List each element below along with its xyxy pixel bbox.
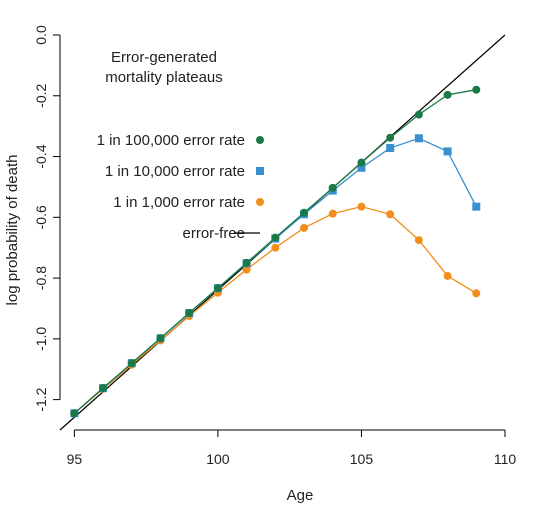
y-ticks: 0.0 -0.2 -0.4 -0.6 -0.8 -1.0 -1.2 xyxy=(33,25,60,412)
x-axis-title: Age xyxy=(287,487,314,504)
data-point-circle xyxy=(127,359,136,368)
y-tick-label: -0.8 xyxy=(33,266,49,290)
data-point-circle xyxy=(357,158,366,167)
legend-label: 1 in 1,000 error rate xyxy=(113,194,245,211)
data-point-circle xyxy=(99,384,108,393)
legend-label: 1 in 100,000 error rate xyxy=(97,132,245,149)
chart-title-line-2: mortality plateaus xyxy=(105,69,223,86)
data-point-square xyxy=(357,163,366,172)
legend: 1 in 100,000 error rate 1 in 10,000 error… xyxy=(97,132,264,242)
data-point-circle xyxy=(386,210,395,219)
y-tick-label: -1.0 xyxy=(33,327,49,351)
y-tick-label: -0.4 xyxy=(33,144,49,168)
data-point-circle xyxy=(271,233,280,242)
data-point-circle xyxy=(70,409,79,418)
data-point-circle xyxy=(472,85,481,94)
data-point-circle xyxy=(472,289,481,298)
data-point-circle xyxy=(328,209,337,218)
plot-area xyxy=(59,34,506,431)
data-point-circle xyxy=(328,183,337,192)
data-point-circle xyxy=(185,309,194,318)
x-tick-label: 105 xyxy=(350,451,374,467)
x-tick-label: 95 xyxy=(67,451,83,467)
data-point-circle xyxy=(414,110,423,119)
legend-label: 1 in 10,000 error rate xyxy=(105,163,245,180)
data-point-square xyxy=(472,202,481,211)
legend-square-symbol xyxy=(256,167,264,175)
data-point-circle xyxy=(386,133,395,142)
y-tick-label: 0.0 xyxy=(33,25,49,45)
legend-circle-symbol xyxy=(256,136,264,144)
y-tick-label: -1.2 xyxy=(33,387,49,411)
x-tick-label: 110 xyxy=(494,451,517,467)
data-point-square xyxy=(414,134,423,143)
y-tick-label: -0.6 xyxy=(33,205,49,229)
data-point-circle xyxy=(414,236,423,245)
data-point-circle xyxy=(357,202,366,211)
data-point-circle xyxy=(271,243,280,252)
data-point-square xyxy=(386,144,395,153)
data-point-circle xyxy=(300,208,309,217)
data-point-circle xyxy=(443,90,452,99)
data-point-circle xyxy=(242,258,251,267)
data-point-circle xyxy=(242,265,251,274)
data-point-circle xyxy=(156,334,165,343)
data-point-circle xyxy=(300,223,309,232)
x-tick-label: 100 xyxy=(206,451,230,467)
legend-circle-symbol xyxy=(256,198,264,206)
legend-label: error-free xyxy=(182,225,245,242)
x-ticks: 95 100 105 110 xyxy=(67,430,517,467)
y-tick-label: -0.2 xyxy=(33,83,49,107)
data-point-circle xyxy=(213,284,222,293)
chart-title-line-1: Error-generated xyxy=(111,49,217,66)
y-axis-title: log probability of death xyxy=(4,155,21,306)
data-point-square xyxy=(443,147,452,156)
data-point-circle xyxy=(443,271,452,280)
